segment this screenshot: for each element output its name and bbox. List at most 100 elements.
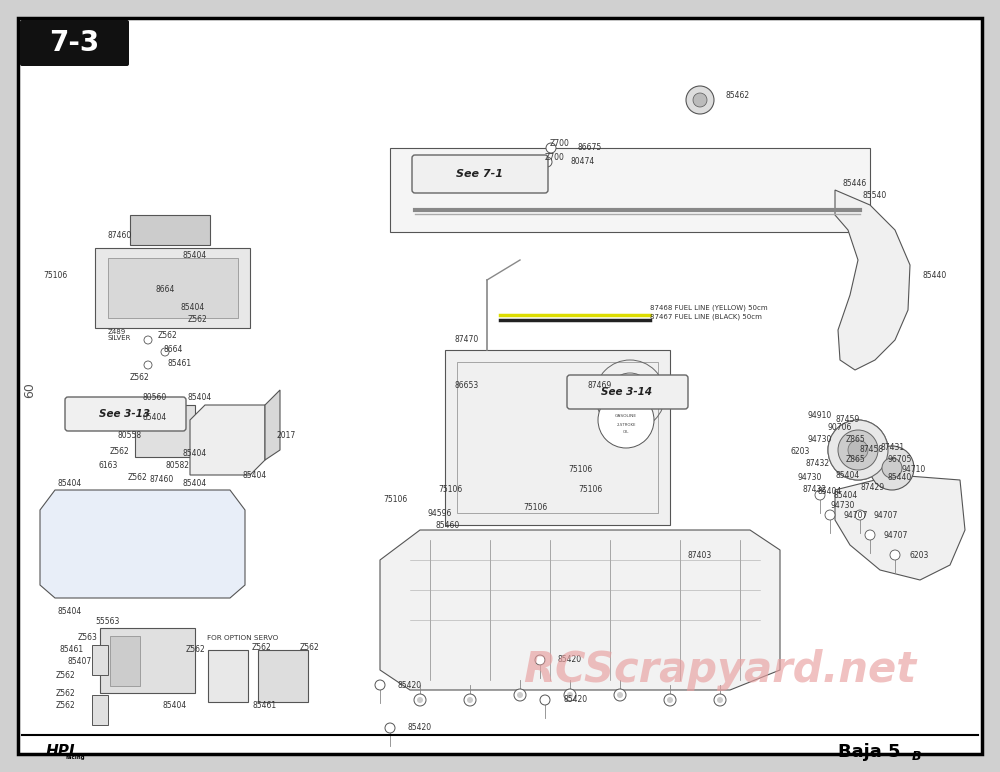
Circle shape xyxy=(535,655,545,665)
Text: Z562: Z562 xyxy=(56,689,76,697)
Text: See 3-14: See 3-14 xyxy=(601,387,653,397)
Text: 2017: 2017 xyxy=(276,431,296,439)
Circle shape xyxy=(517,692,523,698)
Circle shape xyxy=(617,692,623,698)
Circle shape xyxy=(467,697,473,703)
Text: Z865: Z865 xyxy=(845,455,865,465)
Circle shape xyxy=(825,510,835,520)
Text: 87470: 87470 xyxy=(455,336,479,344)
Text: 87469: 87469 xyxy=(588,381,612,390)
Circle shape xyxy=(714,694,726,706)
Text: 7-3: 7-3 xyxy=(49,29,100,57)
Circle shape xyxy=(664,694,676,706)
Circle shape xyxy=(614,689,626,701)
Text: 85420: 85420 xyxy=(563,696,587,705)
FancyBboxPatch shape xyxy=(20,20,129,66)
Bar xyxy=(108,258,238,318)
Circle shape xyxy=(546,143,556,153)
Circle shape xyxy=(865,530,875,540)
Text: 6163: 6163 xyxy=(98,462,118,470)
Text: Z562: Z562 xyxy=(130,374,150,382)
Text: 85420: 85420 xyxy=(408,723,432,733)
Text: Z562: Z562 xyxy=(185,645,205,655)
Bar xyxy=(92,695,108,725)
Polygon shape xyxy=(40,490,245,598)
Text: 94707: 94707 xyxy=(884,530,908,540)
Text: 80560: 80560 xyxy=(143,394,167,402)
Text: Z562: Z562 xyxy=(252,644,272,652)
Text: Z865: Z865 xyxy=(845,435,865,445)
Text: 55563: 55563 xyxy=(96,618,120,627)
Circle shape xyxy=(144,336,152,344)
Text: 75106: 75106 xyxy=(523,503,547,512)
Circle shape xyxy=(464,694,476,706)
Text: Z562: Z562 xyxy=(56,672,76,680)
Text: 85404: 85404 xyxy=(58,479,82,489)
Text: FOR OPTION SERVO: FOR OPTION SERVO xyxy=(207,635,279,641)
Text: 85404: 85404 xyxy=(58,608,82,617)
Text: 85461: 85461 xyxy=(168,360,192,368)
Bar xyxy=(208,650,248,702)
Text: RCScrapyard.net: RCScrapyard.net xyxy=(523,649,917,691)
Polygon shape xyxy=(835,475,965,580)
Text: 87431: 87431 xyxy=(881,443,905,452)
Text: Baja 5: Baja 5 xyxy=(838,743,900,761)
Text: 8664: 8664 xyxy=(163,346,183,354)
Text: 85460: 85460 xyxy=(436,520,460,530)
Circle shape xyxy=(870,446,914,490)
Circle shape xyxy=(542,157,552,167)
Text: 75106: 75106 xyxy=(43,270,67,279)
Text: 85404: 85404 xyxy=(188,394,212,402)
Text: 85461: 85461 xyxy=(60,645,84,655)
Polygon shape xyxy=(380,530,780,690)
Text: 85407: 85407 xyxy=(68,658,92,666)
Text: Z562: Z562 xyxy=(188,316,208,324)
Text: 85404: 85404 xyxy=(183,250,207,259)
Circle shape xyxy=(514,689,526,701)
Polygon shape xyxy=(265,390,280,460)
Text: 94707: 94707 xyxy=(844,510,868,520)
Circle shape xyxy=(890,550,900,560)
Circle shape xyxy=(667,697,673,703)
Text: 86675: 86675 xyxy=(578,144,602,153)
Text: 94707: 94707 xyxy=(874,510,898,520)
Text: 85420: 85420 xyxy=(558,655,582,665)
Text: 85461: 85461 xyxy=(253,700,277,709)
Text: 85420: 85420 xyxy=(398,680,422,689)
Bar xyxy=(100,628,195,693)
Text: 75106: 75106 xyxy=(383,496,407,504)
Text: 80474: 80474 xyxy=(571,157,595,167)
Text: 85404: 85404 xyxy=(834,490,858,499)
Text: Z562: Z562 xyxy=(56,702,76,710)
Text: OIL: OIL xyxy=(623,430,629,434)
Text: 94730: 94730 xyxy=(798,473,822,482)
Circle shape xyxy=(567,692,573,698)
Text: 94730: 94730 xyxy=(808,435,832,445)
Text: See 7-1: See 7-1 xyxy=(456,169,504,179)
Text: 87403: 87403 xyxy=(688,550,712,560)
Text: 90706: 90706 xyxy=(828,424,852,432)
Circle shape xyxy=(848,440,868,460)
Circle shape xyxy=(828,420,888,480)
Text: 85540: 85540 xyxy=(863,191,887,199)
Bar xyxy=(130,215,210,245)
Text: Z489
SILVER: Z489 SILVER xyxy=(108,329,131,341)
Text: 85462: 85462 xyxy=(726,90,750,100)
Text: 85404: 85404 xyxy=(836,472,860,480)
Bar xyxy=(135,405,195,457)
Bar xyxy=(445,350,670,525)
Bar xyxy=(95,248,250,328)
Circle shape xyxy=(161,348,169,356)
Text: 86653: 86653 xyxy=(455,381,479,390)
Text: 2-STROKE: 2-STROKE xyxy=(616,423,636,427)
Circle shape xyxy=(417,697,423,703)
Polygon shape xyxy=(190,405,265,475)
Bar xyxy=(110,636,140,686)
Text: 85404: 85404 xyxy=(243,472,267,480)
Text: 85404: 85404 xyxy=(143,414,167,422)
Text: 85404: 85404 xyxy=(818,487,842,496)
Text: 94730: 94730 xyxy=(831,500,855,510)
Text: 87467 FUEL LINE (BLACK) 50cm: 87467 FUEL LINE (BLACK) 50cm xyxy=(650,313,762,320)
Text: Z562: Z562 xyxy=(300,644,320,652)
FancyBboxPatch shape xyxy=(412,155,548,193)
